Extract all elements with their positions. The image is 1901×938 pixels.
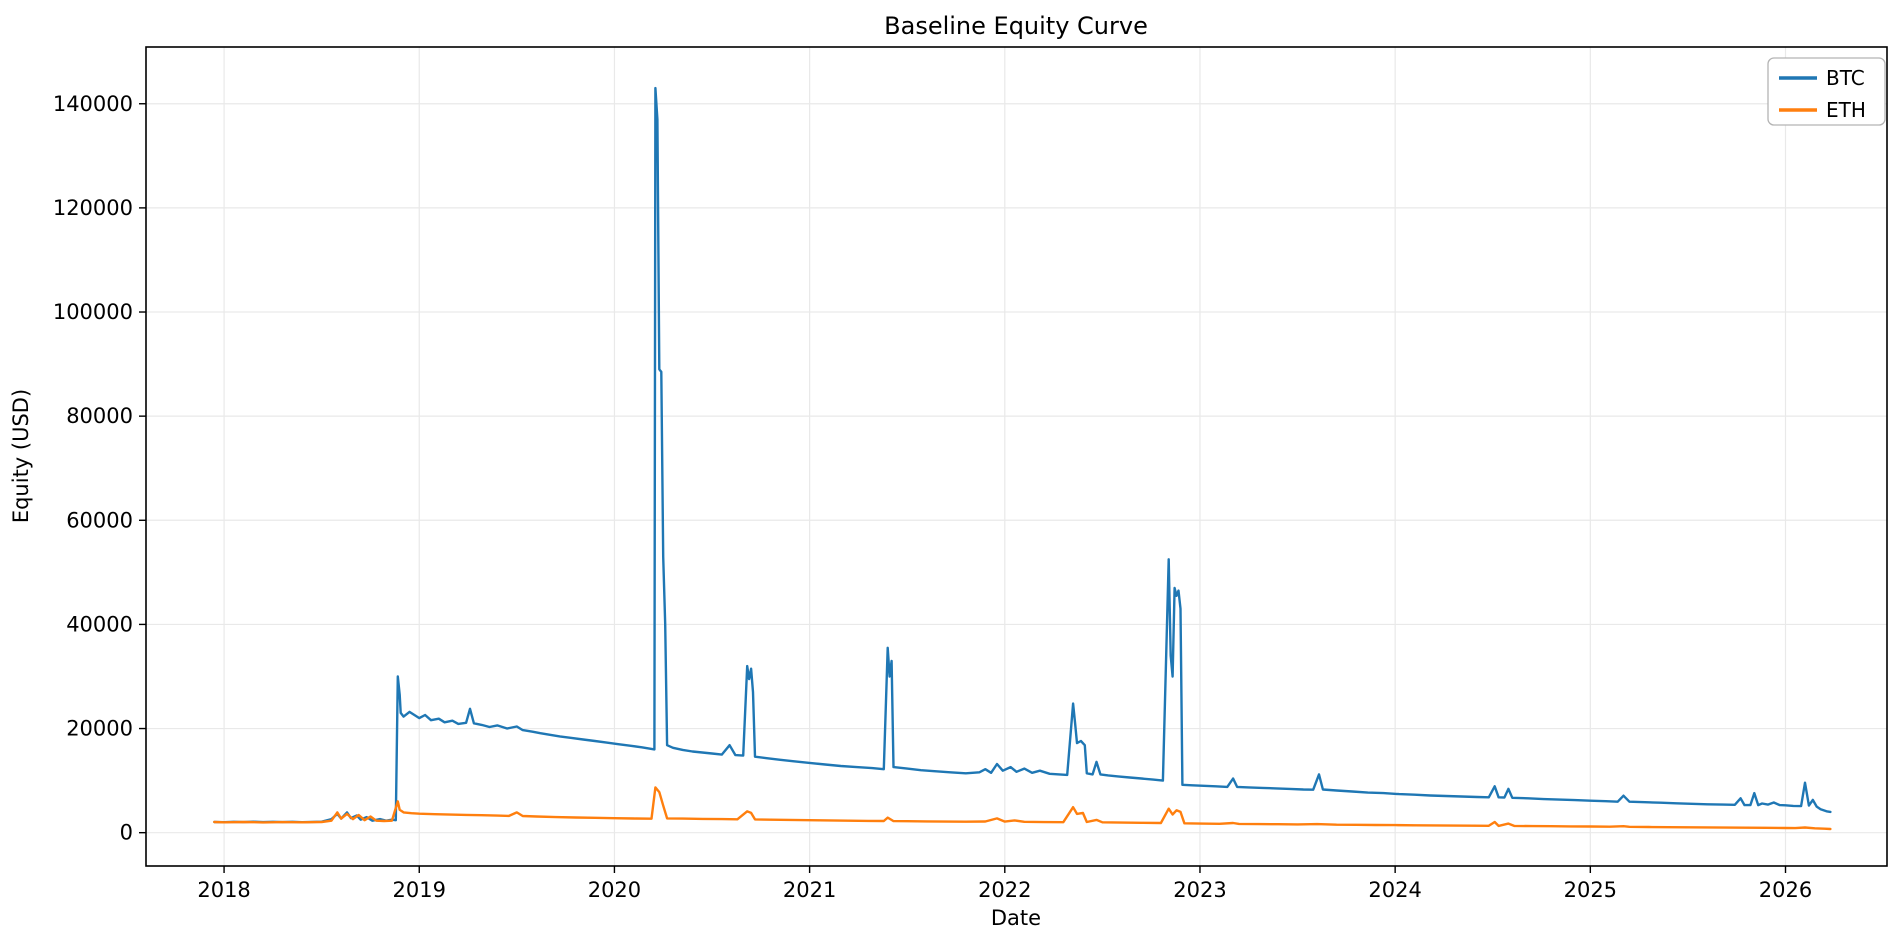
y-axis-label: Equity (USD) bbox=[9, 389, 33, 523]
x-tick-label: 2021 bbox=[783, 878, 836, 902]
x-tick-label: 2022 bbox=[978, 878, 1031, 902]
y-tick-label: 40000 bbox=[66, 612, 133, 636]
x-axis-label: Date bbox=[991, 906, 1041, 930]
legend-label-eth: ETH bbox=[1826, 98, 1866, 122]
plot-area: 2018 2019 2020 2021 2022 2023 2024 2025 2026 0 200… bbox=[53, 46, 1888, 902]
x-tick-label: 2026 bbox=[1759, 878, 1812, 902]
series-line-btc bbox=[213, 86, 1832, 824]
x-tick-label: 2019 bbox=[393, 878, 446, 902]
legend: BTC ETH bbox=[1767, 57, 1886, 126]
y-tick-label: 140000 bbox=[53, 92, 133, 116]
y-tick-label: 20000 bbox=[66, 717, 133, 741]
y-tick-label: 80000 bbox=[66, 404, 133, 428]
x-tick-label: 2024 bbox=[1368, 878, 1421, 902]
y-tick-label: 120000 bbox=[53, 196, 133, 220]
x-tick-label: 2020 bbox=[588, 878, 641, 902]
x-tick-label: 2023 bbox=[1173, 878, 1226, 902]
y-tick-label: 0 bbox=[120, 821, 133, 845]
plot-border bbox=[145, 46, 1888, 867]
series-line-eth bbox=[213, 786, 1832, 831]
x-tick-label: 2018 bbox=[197, 878, 250, 902]
y-tick-label: 100000 bbox=[53, 300, 133, 324]
y-tick-label: 60000 bbox=[66, 508, 133, 532]
x-tick-label: 2025 bbox=[1564, 878, 1617, 902]
legend-label-btc: BTC bbox=[1826, 66, 1865, 90]
chart-title: Baseline Equity Curve bbox=[884, 12, 1148, 40]
